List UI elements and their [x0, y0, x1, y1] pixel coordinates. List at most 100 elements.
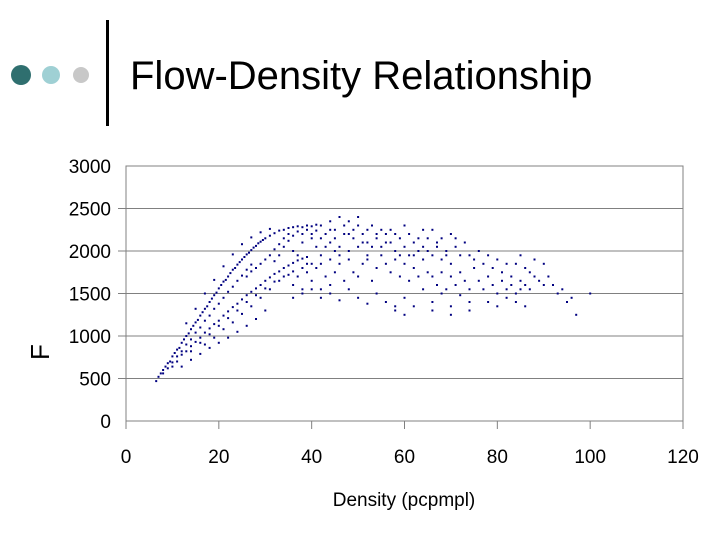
data-point: [227, 290, 230, 293]
data-point: [496, 292, 499, 295]
data-point: [371, 245, 373, 248]
data-point: [556, 292, 559, 295]
data-point: [347, 288, 350, 291]
data-point: [203, 292, 206, 295]
data-point: [292, 270, 295, 273]
data-point: [301, 226, 304, 229]
data-point: [264, 258, 267, 261]
title-bullet-dots: [11, 65, 89, 85]
data-point: [203, 319, 206, 322]
data-point: [361, 241, 364, 244]
data-point: [245, 294, 248, 297]
data-point: [398, 254, 401, 257]
data-point: [245, 253, 248, 256]
data-point: [440, 292, 443, 295]
data-point: [343, 233, 346, 235]
data-point: [315, 223, 318, 226]
data-point: [398, 237, 401, 240]
data-point: [352, 237, 355, 240]
data-point: [222, 328, 225, 331]
data-point: [185, 350, 188, 353]
data-point: [241, 312, 243, 315]
data-point: [380, 254, 383, 257]
data-point: [222, 314, 225, 317]
data-point: [278, 229, 281, 232]
data-point: [310, 233, 313, 235]
data-point: [180, 341, 183, 344]
data-point: [261, 239, 264, 241]
data-point: [445, 288, 448, 291]
data-point: [180, 353, 183, 356]
data-point: [514, 292, 517, 295]
data-point: [324, 275, 327, 278]
data-point: [208, 314, 211, 317]
data-point: [203, 307, 206, 310]
data-point: [422, 228, 425, 231]
data-point: [319, 296, 322, 299]
data-point: [213, 278, 216, 281]
x-tick-label: 40: [301, 447, 322, 468]
data-point: [315, 245, 318, 248]
data-point: [436, 241, 438, 244]
data-point: [371, 279, 373, 282]
data-point: [166, 367, 169, 370]
data-point: [236, 330, 239, 333]
data-point: [510, 275, 513, 278]
data-point: [245, 275, 248, 278]
data-point: [347, 220, 350, 223]
data-point: [566, 301, 568, 303]
data-point: [338, 299, 341, 302]
data-point: [180, 365, 183, 368]
data-point: [352, 228, 355, 231]
data-point: [255, 267, 257, 269]
data-point: [292, 250, 295, 252]
data-point: [213, 323, 216, 326]
data-point: [366, 241, 369, 244]
data-point: [248, 251, 250, 254]
data-point: [338, 216, 341, 218]
data-point: [173, 352, 176, 354]
data-point: [329, 228, 332, 231]
data-point: [278, 254, 281, 257]
data-point: [157, 375, 160, 378]
data-point: [234, 267, 237, 269]
data-point: [306, 228, 308, 231]
data-point: [241, 274, 243, 277]
data-point: [519, 288, 522, 291]
data-point: [190, 338, 192, 341]
data-point: [417, 250, 420, 252]
data-point: [231, 285, 234, 288]
data-point: [199, 336, 202, 339]
bullet-dot-dark: [11, 65, 31, 85]
data-point: [194, 331, 197, 334]
data-point: [208, 346, 211, 349]
data-point: [501, 279, 503, 282]
data-point: [315, 267, 318, 269]
data-point: [250, 305, 253, 308]
data-point: [301, 257, 304, 260]
data-point: [394, 250, 397, 252]
data-point: [292, 296, 295, 299]
data-point: [431, 301, 434, 303]
data-point: [171, 355, 174, 358]
data-point: [282, 245, 285, 248]
data-point: [187, 332, 190, 335]
data-point: [514, 262, 517, 265]
data-point: [192, 324, 195, 327]
data-point: [519, 254, 522, 257]
data-point: [426, 250, 429, 252]
data-point: [412, 241, 415, 244]
data-point: [268, 276, 271, 279]
data-point: [375, 237, 378, 240]
data-point: [375, 292, 378, 295]
data-point: [231, 321, 234, 324]
data-point: [301, 288, 304, 291]
data-point: [319, 254, 322, 257]
data-point: [236, 279, 239, 282]
data-point: [185, 343, 188, 346]
data-point: [178, 346, 181, 349]
data-point: [190, 345, 192, 348]
data-point: [310, 225, 313, 228]
data-point: [487, 275, 490, 278]
data-point: [264, 287, 267, 290]
